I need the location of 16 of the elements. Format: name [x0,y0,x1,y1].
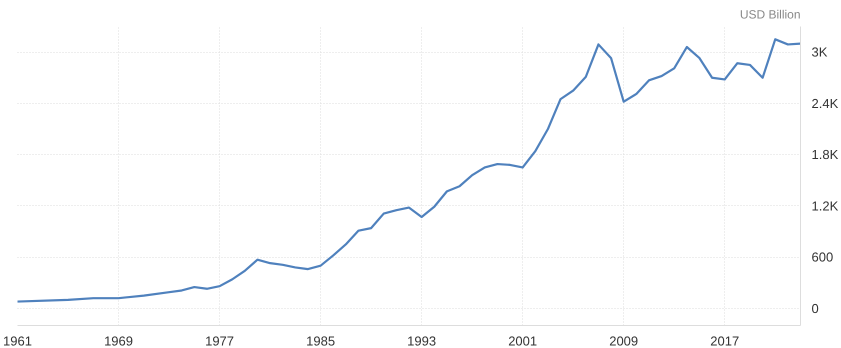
x-tick-label: 1969 [104,334,133,348]
y-tick-label: 0 [812,300,819,316]
x-tick-label: 1961 [3,334,32,348]
x-tick-label: 2001 [508,334,538,348]
line-series [18,38,800,303]
x-tick-label: 1977 [205,334,234,348]
y-tick-label: 600 [812,250,834,265]
y-tick-label: 3K [812,44,828,60]
y-tick-label: 2.4K [812,96,839,111]
y-axis-title: USD Billion [740,8,800,22]
y-tick-label: 1.8K [812,147,839,162]
x-tick-label: 2009 [609,334,638,348]
x-tick-label: 1985 [306,334,336,348]
y-tick-label: 1.2K [812,198,839,214]
x-tick-label: 1993 [407,334,436,348]
x-tick-label: 2017 [710,334,740,348]
